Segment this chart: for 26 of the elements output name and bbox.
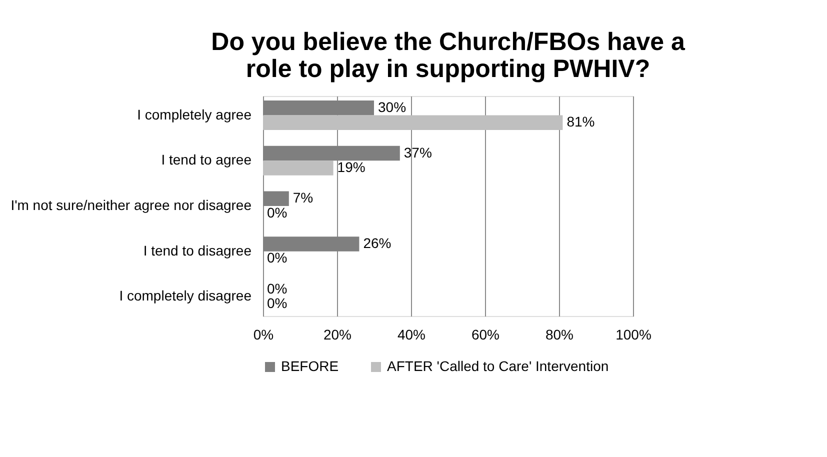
x-tick-label: 20% — [323, 326, 352, 342]
y-tick-label: I completely disagree — [119, 288, 252, 304]
data-label: 0% — [267, 204, 288, 220]
chart-title: Do you believe the Church/FBOs have a role to play in supporting PWHIV? — [211, 28, 686, 83]
legend-label: AFTER 'Called to Care' Intervention — [387, 358, 609, 374]
bar — [263, 115, 563, 130]
y-tick-label: I'm not sure/neither agree nor disagree — [10, 197, 252, 213]
x-tick-label: 80% — [545, 326, 574, 342]
x-tick-label: 60% — [471, 326, 500, 342]
data-label: 26% — [363, 234, 392, 251]
data-label: 0% — [267, 250, 288, 266]
legend-label: BEFORE — [281, 358, 339, 374]
data-label: 81% — [566, 114, 595, 130]
x-tick-label: 0% — [253, 326, 274, 342]
y-tick-label: I completely agree — [137, 106, 252, 122]
data-label: 0% — [267, 280, 288, 296]
y-tick-label: I tend to disagree — [143, 242, 252, 258]
bar — [263, 160, 334, 176]
data-label: 7% — [292, 190, 314, 206]
x-tick-label: 40% — [397, 326, 426, 342]
y-tick-label: I tend to agree — [161, 152, 252, 168]
data-label: 19% — [337, 159, 366, 176]
x-tick-label: 100% — [616, 326, 652, 342]
data-label: 0% — [267, 295, 288, 312]
data-label: 30% — [378, 98, 406, 115]
data-label: 37% — [404, 144, 432, 160]
